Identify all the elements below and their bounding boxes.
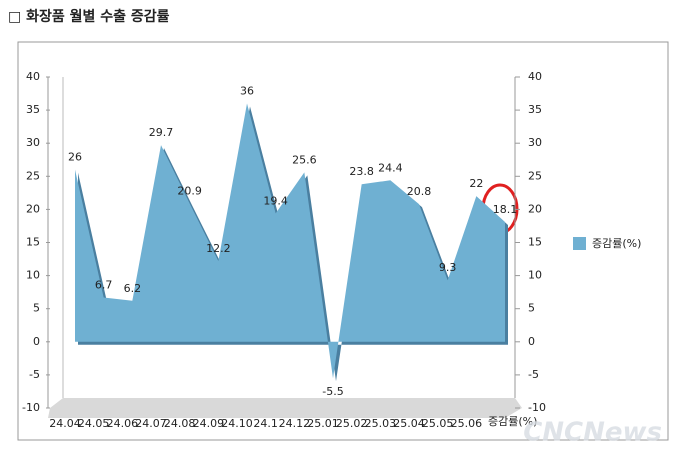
y2-tick-label: 30 [528,136,542,149]
data-label: 20.9 [177,184,202,197]
y2-tick-label: 5 [528,302,535,315]
y2-tick-label: 15 [528,236,542,249]
y2-tick-label: 20 [528,202,542,215]
x-tick-label: 25.04 [393,417,425,430]
x-tick-label: 24.10 [221,417,253,430]
x-tick-label: 24.07 [135,417,167,430]
x-tick-label: 24.04 [49,417,81,430]
x-tick-label: 25.03 [365,417,397,430]
y2-tick-label: -10 [528,401,546,414]
x-tick-label: 24.1 [253,417,278,430]
x-tick-label: 24.06 [107,417,139,430]
data-label: 12.2 [206,242,231,255]
data-label: 6.7 [95,278,113,291]
y-tick-label: 20 [26,202,40,215]
y2-tick-label: -5 [528,368,539,381]
data-label: 25.6 [292,153,317,166]
chart-frame [17,41,669,441]
chart-title: □ 화장품 월별 수출 증감률 [8,8,170,25]
depth-axis-label: 증감률(%) [488,415,537,428]
x-tick-label: 24.12 [279,417,311,430]
y2-tick-label: 10 [528,269,542,282]
data-label: 24.4 [378,161,403,174]
legend-label: 증감률(%) [592,237,641,250]
data-label: 29.7 [149,126,174,139]
x-tick-label: 24.08 [164,417,196,430]
data-label: 18.1 [493,203,518,216]
data-label: 22 [469,177,483,190]
watermark: CNCNews [523,418,662,448]
y2-tick-label: 25 [528,169,542,182]
y-tick-label: 0 [33,335,40,348]
y-tick-label: -10 [22,401,40,414]
legend-swatch [573,237,586,250]
y-tick-label: 10 [26,269,40,282]
x-tick-label: 24.05 [78,417,110,430]
data-label: 23.8 [349,165,374,178]
y-tick-label: 40 [26,70,40,83]
x-tick-label: 25.05 [422,417,454,430]
x-tick-label: 25.06 [451,417,483,430]
y2-tick-label: 0 [528,335,535,348]
y-tick-label: 25 [26,169,40,182]
floor [48,398,522,418]
x-tick-label: 24.09 [193,417,225,430]
data-label: 19.4 [263,194,288,207]
data-label: -5.5 [322,385,343,398]
x-tick-label: 25.02 [336,417,368,430]
data-label: 9.3 [439,261,457,274]
data-label: 26 [68,151,82,164]
data-label: 20.8 [407,185,432,198]
y-tick-label: 5 [33,302,40,315]
x-tick-label: 25.01 [307,417,339,430]
data-label: 6.2 [124,282,142,295]
y-tick-label: 15 [26,236,40,249]
data-label: 36 [240,84,254,97]
y2-tick-label: 35 [528,103,542,116]
y-tick-label: -5 [29,368,40,381]
y2-tick-label: 40 [528,70,542,83]
y-tick-label: 35 [26,103,40,116]
y-tick-label: 30 [26,136,40,149]
area [75,103,505,379]
